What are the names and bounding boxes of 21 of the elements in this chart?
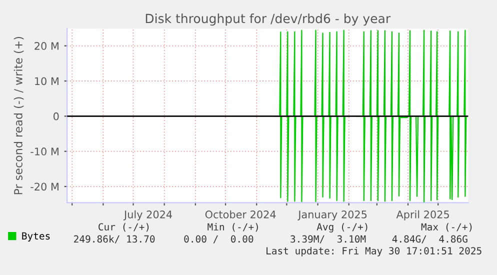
y-tick-label: 0 [54, 112, 59, 120]
x-tick-label: April 2025 [396, 210, 449, 220]
text: 4.84G/ 4.86G [392, 235, 468, 244]
y-tick-label: 20 M [34, 42, 58, 50]
text: Cur (-/+) [98, 223, 149, 232]
text: 0.00 / 0.00 [184, 235, 254, 244]
y-tick-label: -10 M [30, 148, 58, 156]
text: Last update: Fri May 30 17:01:51 2025 [266, 246, 482, 256]
y-axis-title: Pr second read (-) / write (+) [14, 36, 24, 194]
text: Min (-/+) [208, 223, 258, 232]
text: Avg (-/+) [316, 222, 368, 232]
x-tick-label: January 2025 [298, 210, 367, 220]
chart-title: Disk throughput for /dev/rbd6 - by year [146, 14, 391, 26]
text: Max (-/+) [421, 223, 472, 232]
y-tick-label: -20 M [30, 182, 58, 191]
x-tick-label: October 2024 [205, 210, 276, 218]
y-tick-label: 10 M [35, 77, 58, 86]
text: 3.39M/ 3.10M [290, 235, 366, 244]
legend-label: Bytes [22, 232, 50, 242]
x-tick-label: July 2024 [123, 210, 172, 220]
text: 249.86k/ 13.70 [74, 235, 155, 244]
